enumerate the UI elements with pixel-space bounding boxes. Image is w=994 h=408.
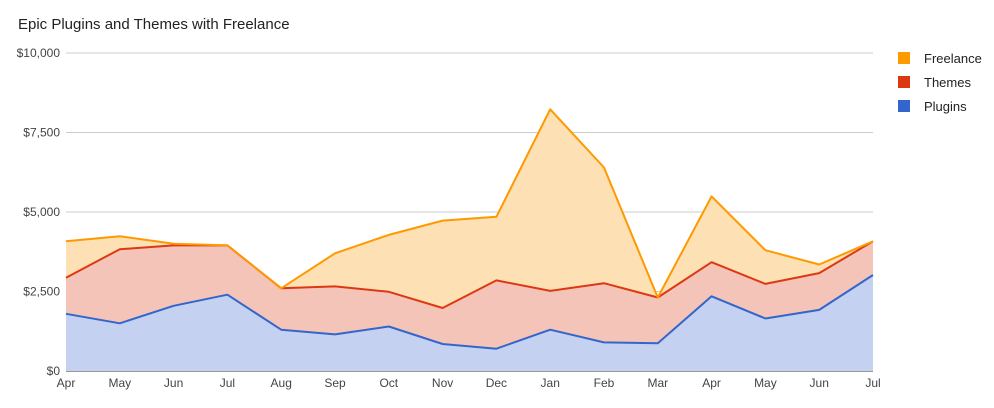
x-tick-label: Apr: [702, 376, 721, 390]
y-tick-label: $10,000: [17, 46, 61, 60]
x-tick-label: Jan: [541, 376, 560, 390]
x-tick-label: Mar: [647, 376, 668, 390]
legend-label: Themes: [924, 74, 971, 90]
legend-swatch: [898, 100, 910, 112]
x-tick-label: Jun: [164, 376, 183, 390]
x-axis-ticks: Apr May Jun Jul Aug Sep Oct Nov Dec Jan Feb Mar Apr M…: [57, 376, 881, 390]
x-tick-label: Sep: [324, 376, 346, 390]
legend-label: Plugins: [924, 98, 967, 114]
legend-item-freelance: Freelance: [898, 46, 982, 70]
chart-title: Epic Plugins and Themes with Freelance: [18, 16, 290, 33]
x-tick-label: Feb: [594, 376, 615, 390]
x-tick-label: Nov: [432, 376, 453, 390]
legend-item-plugins: Plugins: [898, 94, 982, 118]
x-tick-label: Jul: [865, 376, 880, 390]
legend-swatch: [898, 52, 910, 64]
x-tick-label: May: [754, 376, 777, 390]
series-line-freelance: [65, 108, 874, 299]
x-tick-label: Jul: [220, 376, 235, 390]
legend-label: Freelance: [924, 50, 982, 66]
x-tick-label: Dec: [486, 376, 507, 390]
x-tick-label: Jun: [810, 376, 829, 390]
x-tick-label: May: [108, 376, 131, 390]
legend: Freelance Themes Plugins: [898, 46, 982, 118]
series-line-plugins: [65, 274, 874, 350]
legend-item-themes: Themes: [898, 70, 982, 94]
series-areas: [66, 109, 873, 371]
area-freelance: [66, 109, 873, 308]
y-axis-ticks: $0 $2,500 $5,000 $7,500 $10,000: [17, 46, 61, 378]
y-tick-label: $5,000: [23, 205, 60, 219]
x-tick-label: Aug: [271, 376, 292, 390]
series-lines: [65, 108, 874, 350]
y-tick-label: $0: [47, 364, 61, 378]
y-tick-label: $7,500: [23, 126, 60, 140]
area-plugins: [66, 275, 873, 371]
legend-swatch: [898, 76, 910, 88]
y-tick-label: $2,500: [23, 285, 60, 299]
x-tick-label: Apr: [57, 376, 76, 390]
x-tick-label: Oct: [379, 376, 398, 390]
